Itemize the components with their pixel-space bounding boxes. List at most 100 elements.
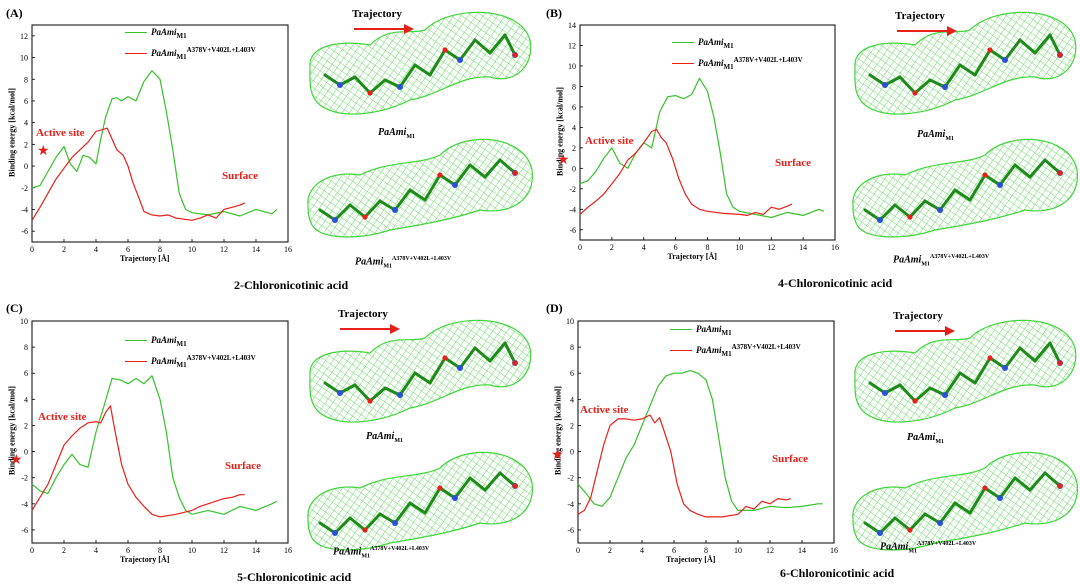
mutant-mesh [852, 451, 1078, 551]
series-mutant-line [31, 127, 246, 221]
molecule-bond [443, 356, 462, 370]
molecule-bond [483, 471, 502, 492]
x-tick-label: 12 [220, 546, 228, 555]
x-tick-label: 14 [252, 245, 260, 254]
y-tick-label: 12 [568, 41, 576, 50]
nitrogen-atom [1002, 57, 1008, 63]
panel-2: (C) 0 2 4 6 8 10 12 14 16 -6 -4 -2 0 2 4 6 8 10 Binding ene… [0, 293, 540, 586]
line-chart: 0 2 4 6 8 10 12 14 16 -6 -4 -2 0 2 4 6 8 10 [20, 317, 292, 555]
molecule-bond [348, 203, 367, 219]
mesh-surface [852, 138, 1078, 238]
x-tick-label: 2 [62, 245, 66, 254]
legend-entry-mutant: PaAmiM1A378V+V402L+L403V [672, 56, 803, 71]
molecule-bond [498, 158, 517, 175]
y-axis-title: Binding energy [kcal/mol] [553, 386, 563, 475]
y-axis-title: Binding energy [kcal/mol] [555, 86, 565, 176]
y-tick-label: -2 [567, 474, 574, 483]
molecule-bond [363, 199, 382, 219]
molecule-bond [473, 38, 492, 55]
x-tick-label: 0 [578, 243, 582, 252]
molecule-bond [943, 63, 962, 89]
x-tick-label: 0 [576, 546, 580, 555]
x-tick-label: 6 [126, 245, 130, 254]
molecule-bond [453, 163, 472, 187]
molecule-bond [398, 371, 417, 397]
molecule-bond [893, 203, 912, 219]
molecule-bond [413, 371, 432, 385]
y-tick-label: -4 [569, 205, 576, 214]
x-tick-label: 2 [610, 243, 614, 252]
y-tick-label: 10 [568, 62, 576, 71]
oxygen-atom [912, 398, 918, 404]
molecule-bond [1048, 341, 1062, 365]
molecule-bond [983, 486, 1002, 500]
trajectory-label: Trajectory [895, 10, 945, 22]
molecule-illustration [852, 319, 1078, 551]
surface-label: Surface [772, 453, 809, 465]
x-tick-label: 8 [158, 546, 162, 555]
y-tick-label: -4 [567, 500, 574, 509]
molecule-bond [438, 173, 457, 187]
chart-legend: PaAmiM1 PaAmiM1A378V+V402L+L403V [125, 335, 256, 369]
wild-type-mesh [309, 11, 532, 115]
y-tick-label: -2 [569, 185, 576, 194]
y-tick-label: 8 [570, 343, 574, 352]
x-tick-label: 16 [284, 245, 292, 254]
series-wild-line [31, 70, 278, 217]
legend-entry-mutant: PaAmiM1A378V+V402L+L403V [125, 354, 256, 369]
surface-label: Surface [225, 460, 262, 472]
panel-caption: 4-Chloronicotinic acid [778, 276, 893, 290]
x-tick-label: 0 [30, 546, 34, 555]
nitrogen-atom [452, 495, 458, 501]
y-tick-label: -2 [21, 184, 28, 193]
molecule-bond [938, 188, 957, 212]
oxygen-atom [907, 214, 913, 220]
nitrogen-atom [337, 82, 343, 88]
nitrogen-atom [392, 207, 398, 213]
arrow-head [947, 26, 957, 36]
molecule-bond [488, 33, 507, 55]
legend-entry-wild: PaAmiM1 [670, 324, 801, 337]
trajectory-arrow-icon [354, 24, 414, 34]
mesh-surface [307, 451, 533, 551]
nitrogen-atom [337, 390, 343, 396]
active-site-star-icon: ★ [557, 153, 570, 168]
molecule-bond [868, 381, 887, 395]
nitrogen-atom [877, 217, 883, 223]
y-tick-label: 0 [570, 448, 574, 457]
x-tick-label: 4 [642, 243, 646, 252]
oxygen-atom [367, 398, 373, 404]
molecule-bond [413, 63, 432, 77]
molecule-bond [953, 501, 972, 515]
y-tick-label: -2 [21, 474, 28, 483]
molecule-label-wild: PaAmiM1 [917, 129, 955, 142]
mutant-mesh [307, 451, 533, 551]
y-tick-label: 8 [24, 343, 28, 352]
oxygen-atom [907, 527, 913, 533]
panel-caption: 2-Chloronicotinic acid [234, 278, 349, 292]
molecule-bond [1043, 471, 1062, 488]
molecule-bond [363, 512, 382, 532]
molecule-bond [333, 203, 352, 222]
active-site-star-icon: ★ [551, 448, 564, 463]
legend-entry-wild: PaAmiM1 [125, 335, 256, 348]
molecule-bond [968, 173, 987, 202]
oxygen-atom [442, 355, 448, 361]
x-tick-label: 16 [284, 546, 292, 555]
series-mutant-line [577, 414, 791, 518]
mutant-mesh [852, 138, 1078, 238]
panel-caption: 6-Chloronicotinic acid [780, 566, 895, 580]
nitrogen-atom [457, 57, 463, 63]
arrow-head [390, 324, 400, 334]
series-mutant-line [31, 405, 245, 518]
series-wild-line [577, 370, 823, 511]
mesh-surface [854, 319, 1077, 423]
molecule-bond [1018, 38, 1037, 55]
molecule-bond [968, 486, 987, 515]
molecule-bond [423, 486, 442, 515]
oxygen-atom [1057, 170, 1063, 176]
molecule-bond [988, 356, 1007, 370]
molecule-bond [973, 48, 992, 77]
y-tick-label: 2 [24, 421, 28, 430]
molecule-label-wild: PaAmiM1 [907, 432, 945, 445]
